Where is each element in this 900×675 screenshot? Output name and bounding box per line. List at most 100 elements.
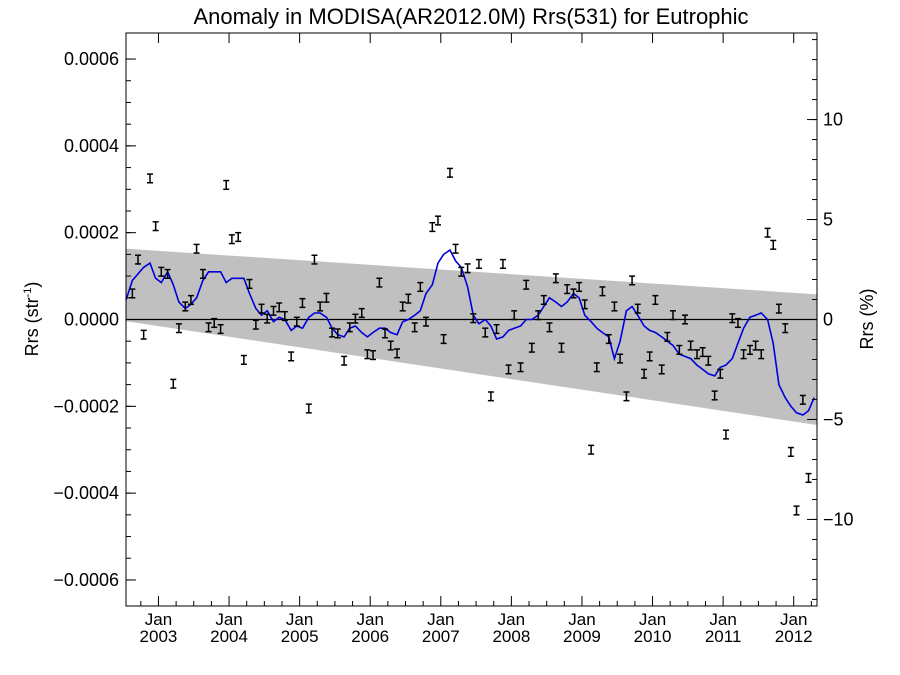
y-right-tick-label: 0 [823, 310, 833, 330]
data-point [164, 268, 171, 280]
data-point [323, 292, 330, 303]
y-right-tick-label: 10 [823, 110, 843, 130]
data-point [211, 317, 218, 329]
data-point [729, 313, 736, 324]
data-point [499, 258, 506, 270]
data-point [505, 364, 512, 375]
data-point [770, 239, 777, 250]
data-point [264, 313, 271, 324]
data-point [740, 349, 747, 360]
data-point [170, 378, 177, 389]
data-point [581, 299, 588, 310]
data-point [452, 243, 459, 254]
x-tick-label-month: Jan [498, 610, 525, 629]
data-point [193, 243, 200, 254]
data-point [199, 268, 206, 280]
data-point [528, 342, 535, 353]
y-tick-label: 0.0002 [64, 223, 119, 243]
band-area [126, 248, 817, 425]
y-right-tick-label: −10 [823, 509, 854, 529]
x-tick-label-month: Jan [639, 610, 666, 629]
data-point [270, 305, 277, 316]
data-point [658, 364, 665, 375]
data-point [511, 310, 518, 321]
x-tick-label-year: 2005 [281, 627, 319, 646]
data-point [422, 316, 429, 327]
data-point [570, 288, 577, 299]
y-tick-label: 0.0000 [64, 310, 119, 330]
data-point [223, 179, 230, 191]
data-point [281, 310, 288, 322]
data-point [134, 254, 141, 265]
data-point [346, 322, 353, 333]
data-point [717, 368, 724, 379]
data-point [623, 391, 630, 402]
data-point [758, 349, 765, 360]
data-point [641, 368, 648, 379]
y-axis-right: 10 5 0 −5 −10 [807, 39, 854, 600]
data-point [376, 277, 383, 288]
data-point [429, 221, 436, 233]
x-tick-label-month: Jan [215, 610, 242, 629]
data-point [546, 322, 553, 333]
y-tick-label: 0.0006 [64, 49, 119, 69]
data-point [734, 317, 741, 329]
data-point [646, 351, 653, 362]
data-point [764, 227, 771, 238]
data-point [399, 301, 406, 312]
x-tick-label-month: Jan [568, 610, 595, 629]
data-point [352, 313, 359, 324]
running-mean [125, 248, 815, 416]
data-point [405, 293, 412, 304]
data-point [799, 394, 806, 405]
data-point [793, 505, 800, 516]
data-point [364, 349, 371, 360]
y-right-tick-label: 5 [823, 210, 833, 230]
data-point [682, 314, 689, 325]
data-point [417, 281, 424, 293]
y-tick-label: −0.0002 [53, 396, 119, 416]
data-point [482, 327, 489, 338]
data-point [205, 322, 212, 333]
data-point [752, 340, 759, 351]
data-point [240, 354, 247, 365]
chart-title: Anomaly in MODISA(AR2012.0M) Rrs(531) fo… [193, 4, 748, 29]
x-tick-label-year: 2004 [210, 627, 248, 646]
data-point [664, 331, 671, 342]
data-point [694, 349, 701, 360]
x-tick-label-month: Jan [780, 610, 807, 629]
data-point [464, 263, 471, 274]
data-point [711, 390, 718, 401]
y-tick-label: −0.0006 [53, 570, 119, 590]
data-point [722, 429, 729, 440]
data-point [140, 329, 147, 340]
data-point [617, 353, 624, 364]
x-tick-label-year: 2008 [492, 627, 530, 646]
data-point [629, 275, 636, 286]
x-tick-label-year: 2007 [422, 627, 460, 646]
x-tick-label-year: 2012 [775, 627, 813, 646]
data-point [158, 266, 165, 277]
data-point [341, 355, 348, 366]
data-point [293, 316, 300, 327]
data-point [552, 273, 559, 284]
data-point [394, 348, 401, 359]
data-point [334, 328, 341, 339]
x-tick-label-month: Jan [709, 610, 736, 629]
data-point [470, 313, 477, 324]
data-point [182, 301, 189, 312]
data-point [458, 266, 465, 277]
data-point [540, 294, 547, 306]
x-axis: Jan2003Jan2004Jan2005Jan2006Jan2007Jan20… [140, 33, 813, 646]
data-point [152, 221, 159, 232]
data-point [228, 234, 235, 245]
data-point [611, 301, 618, 312]
data-point [411, 322, 418, 333]
data-point [276, 302, 283, 313]
x-tick-label-month: Jan [427, 610, 454, 629]
data-point [687, 340, 694, 351]
x-tick-label-year: 2006 [351, 627, 389, 646]
data-point [676, 344, 683, 355]
uncertainty-band [126, 248, 817, 425]
